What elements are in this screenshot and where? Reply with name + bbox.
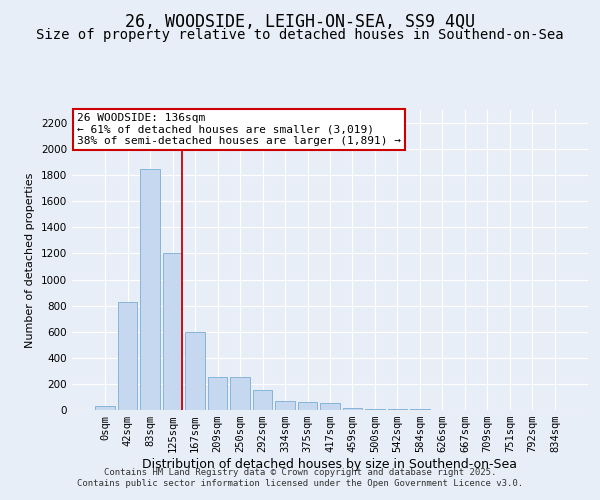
Bar	[388, 409, 407, 410]
Bar	[185, 332, 205, 410]
Text: Contains HM Land Registry data © Crown copyright and database right 2025.
Contai: Contains HM Land Registry data © Crown c…	[77, 468, 523, 487]
Y-axis label: Number of detached properties: Number of detached properties	[25, 172, 35, 348]
Text: Size of property relative to detached houses in Southend-on-Sea: Size of property relative to detached ho…	[36, 28, 564, 42]
Text: 26 WOODSIDE: 136sqm
← 61% of detached houses are smaller (3,019)
38% of semi-det: 26 WOODSIDE: 136sqm ← 61% of detached ho…	[77, 113, 401, 146]
Bar	[208, 378, 227, 410]
Text: 26, WOODSIDE, LEIGH-ON-SEA, SS9 4QU: 26, WOODSIDE, LEIGH-ON-SEA, SS9 4QU	[125, 12, 475, 30]
Bar	[95, 406, 115, 410]
Bar	[118, 302, 137, 410]
Bar	[230, 378, 250, 410]
Bar	[365, 408, 385, 410]
Bar	[298, 402, 317, 410]
Bar	[275, 401, 295, 410]
Bar	[163, 254, 182, 410]
Bar	[320, 404, 340, 410]
Bar	[140, 168, 160, 410]
Bar	[253, 390, 272, 410]
X-axis label: Distribution of detached houses by size in Southend-on-Sea: Distribution of detached houses by size …	[143, 458, 517, 471]
Bar	[343, 408, 362, 410]
